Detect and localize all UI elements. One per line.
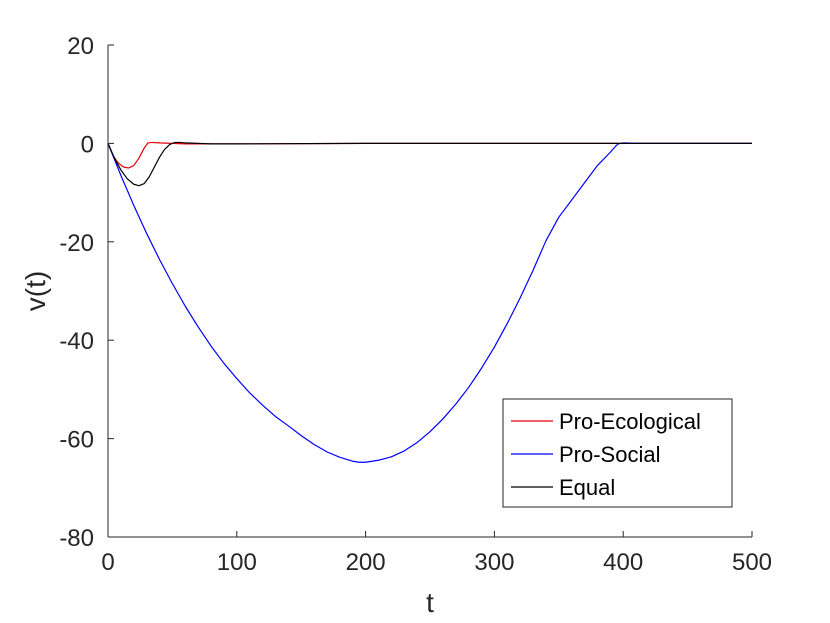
legend: Pro-Ecological Pro-Social Equal [502, 398, 733, 508]
x-tick-label-3: 300 [474, 549, 514, 576]
series-line-1 [107, 142, 752, 463]
legend-box [502, 398, 733, 508]
x-tick-label-1: 100 [217, 549, 257, 576]
x-tick-label-4: 400 [603, 549, 643, 576]
y-tick-label-1: -60 [59, 427, 94, 454]
x-tick-label-5: 500 [732, 549, 772, 576]
x-tick-label-2: 200 [346, 549, 386, 576]
x-axis-label: t [426, 587, 434, 618]
ticks-layer: 0 100 200 300 400 500 -80 -60 -40 -20 0 20 [59, 33, 772, 576]
x-tick-label-0: 0 [101, 549, 114, 576]
y-tick-label-2: -40 [59, 328, 94, 355]
series-line-0 [107, 141, 752, 169]
y-tick-label-3: -20 [59, 230, 94, 257]
y-tick-label-5: 20 [67, 33, 94, 60]
legend-label-1: Pro-Social [559, 442, 660, 467]
legend-label-0: Pro-Ecological [559, 409, 701, 434]
series-line-2 [107, 141, 752, 187]
y-axis-label: v(t) [20, 271, 51, 311]
legend-label-2: Equal [559, 475, 615, 500]
series-layer [107, 141, 752, 463]
axes-layer [107, 45, 752, 538]
y-tick-label-0: -80 [59, 525, 94, 552]
y-tick-label-4: 0 [81, 131, 94, 158]
